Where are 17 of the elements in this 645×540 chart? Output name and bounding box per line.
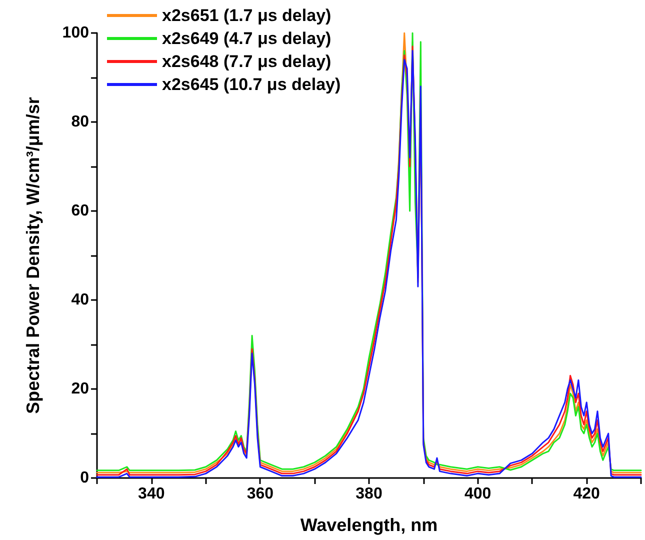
x-tick-label: 400 bbox=[464, 486, 492, 502]
y-axis-title: Spectral Power Density, W/cm³/μm/sr bbox=[23, 97, 43, 414]
x-tick-label: 360 bbox=[246, 486, 274, 502]
legend-label: x2s649 (4.7 μs delay) bbox=[162, 29, 332, 48]
legend-label: x2s645 (10.7 μs delay) bbox=[162, 75, 341, 94]
y-tick-label: 80 bbox=[71, 114, 90, 130]
y-tick-label: 40 bbox=[71, 292, 90, 308]
y-tick-label: 60 bbox=[71, 202, 90, 220]
y-tick-label: 100 bbox=[62, 24, 90, 42]
x-axis-title: Wavelength, nm bbox=[300, 515, 438, 535]
y-tick-label: 0 bbox=[80, 470, 90, 486]
x-tick-label: 420 bbox=[573, 486, 600, 502]
x-tick-label: 340 bbox=[138, 486, 165, 502]
y-tick-label: 20 bbox=[71, 380, 90, 398]
x-tick-label: 380 bbox=[356, 486, 382, 502]
legend-label: x2s651 (1.7 μs delay) bbox=[162, 6, 332, 25]
legend-label: x2s648 (7.7 μs delay) bbox=[162, 52, 332, 71]
